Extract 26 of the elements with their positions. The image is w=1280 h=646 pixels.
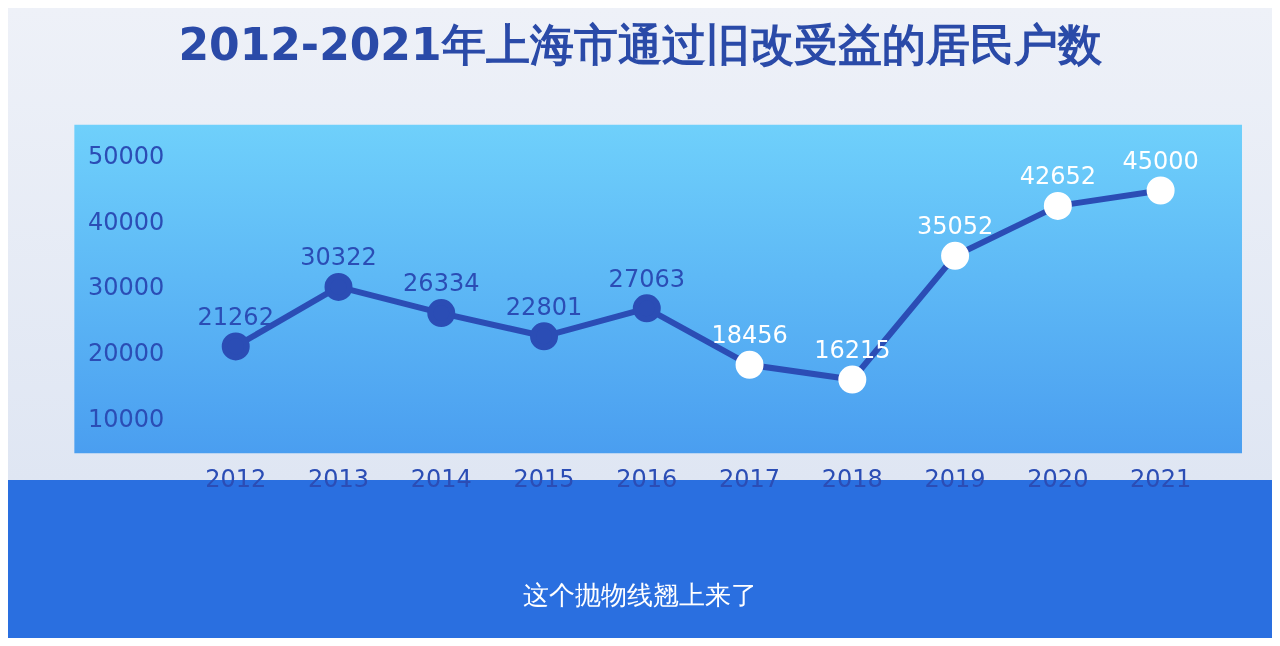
- point: [941, 241, 970, 270]
- point: [632, 294, 661, 323]
- point: [838, 365, 867, 394]
- data-label: 42652: [1019, 162, 1097, 191]
- data-label: 30322: [300, 243, 377, 272]
- data-label: 45000: [1122, 146, 1199, 175]
- data-label: 27063: [608, 264, 685, 293]
- point: [1043, 191, 1072, 220]
- point: [735, 350, 764, 379]
- data-label: 35052: [916, 212, 994, 241]
- data-label: 21262: [197, 302, 274, 331]
- point: [1146, 176, 1175, 205]
- text: 这个抛物线翘上来了: [522, 579, 758, 612]
- y-tick-label: 10000: [87, 404, 165, 433]
- point: [324, 272, 353, 301]
- data-label: 26334: [403, 269, 480, 298]
- point: [530, 322, 559, 351]
- point: [221, 332, 250, 361]
- y-tick-label: 50000: [87, 141, 165, 170]
- data-label: 18456: [711, 321, 788, 350]
- data-label: 22801: [505, 292, 583, 321]
- y-tick-label: 40000: [87, 207, 165, 236]
- y-tick-label: 30000: [87, 273, 165, 302]
- y-tick-label: 20000: [87, 338, 165, 367]
- chart-title: 2012-2021年上海市通过旧改受益的居民户数: [178, 18, 1103, 70]
- point: [427, 299, 456, 328]
